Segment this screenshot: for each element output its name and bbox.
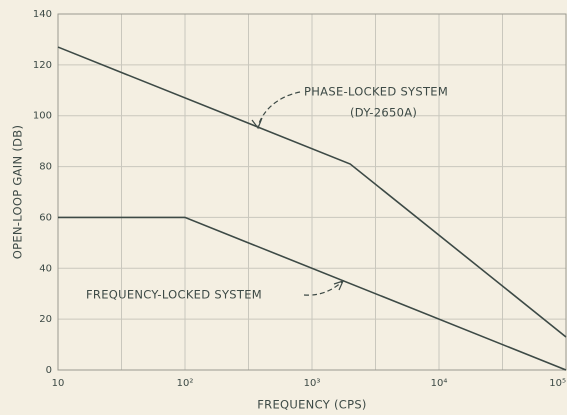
arrow-head [251, 117, 263, 130]
y-tick-label: 20 [39, 314, 52, 325]
x-tick-label: 10³ [304, 378, 321, 389]
x-tick-label: 10⁴ [431, 378, 448, 389]
plot-frame [57, 13, 567, 371]
y-tick-label: 140 [33, 9, 52, 20]
annotation-arrow [257, 91, 301, 127]
series-label: PHASE-LOCKED SYSTEM [304, 85, 448, 99]
x-tick-label: 10 [52, 378, 65, 389]
series-label: FREQUENCY-LOCKED SYSTEM [86, 288, 262, 302]
x-tick-label: 10⁵ [549, 378, 566, 389]
y-tick-label: 60 [39, 212, 52, 223]
series-line [57, 46, 567, 338]
x-tick-label: 10² [177, 378, 194, 389]
y-tick-label: 120 [33, 60, 52, 71]
y-tick-label: 0 [46, 365, 52, 376]
y-tick-label: 100 [33, 111, 52, 122]
series-line [58, 216, 567, 371]
y-tick-label: 40 [39, 263, 52, 274]
series-note: (DY-2650A) [350, 106, 417, 120]
x-axis-label: FREQUENCY (CPS) [257, 398, 366, 412]
y-tick-label: 80 [39, 162, 52, 173]
y-axis-label: OPEN-LOOP GAIN (DB) [11, 125, 25, 260]
annotation-arrow [303, 281, 343, 296]
